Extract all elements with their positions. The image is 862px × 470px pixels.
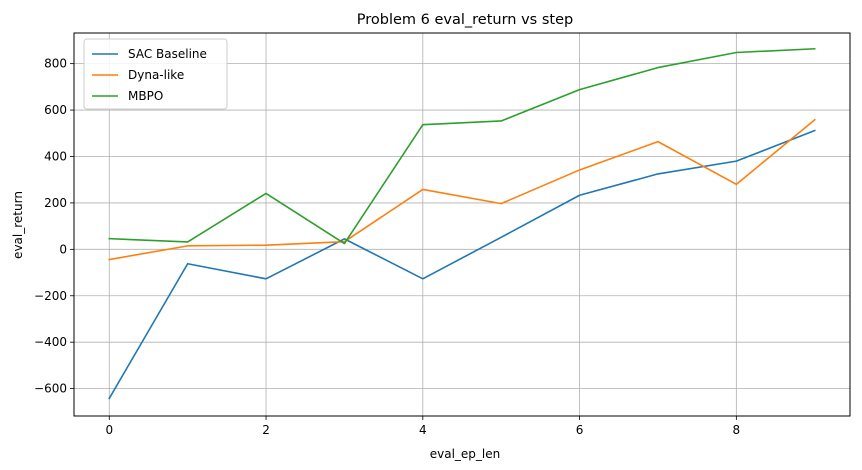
plot-frame [73, 32, 851, 417]
legend-label: MBPO [128, 89, 163, 103]
y-axis-label: eval_return [11, 191, 25, 259]
series-lines [108, 47, 816, 400]
y-tick-label: 0 [59, 242, 67, 256]
y-tick-label: −400 [34, 335, 67, 349]
x-tick-label: 6 [576, 423, 584, 437]
legend-label: Dyna-like [128, 68, 184, 82]
chart-title: Problem 6 eval_return vs step [357, 12, 573, 28]
y-tick-label: 800 [44, 57, 67, 71]
y-tick-label: −600 [34, 382, 67, 396]
y-tick-label: 400 [44, 149, 67, 163]
y-tick-label: 200 [44, 196, 67, 210]
y-tick-label: 600 [44, 103, 67, 117]
series-line-3 [108, 47, 816, 245]
x-tick-label: 0 [105, 423, 113, 437]
axis-ticks: 0 2 4 6 8 −600 −400 −200 0 200 400 600 800 [34, 57, 740, 437]
series-line-2 [108, 118, 816, 261]
legend-label: SAC Baseline [128, 47, 207, 61]
series-line-1 [108, 129, 816, 400]
y-tick-label: −200 [34, 289, 67, 303]
x-tick-label: 4 [419, 423, 427, 437]
legend: SAC Baseline Dyna-like MBPO [83, 38, 228, 110]
legend-box [83, 38, 228, 110]
x-tick-label: 2 [262, 423, 270, 437]
grid [74, 33, 850, 416]
x-axis-label: eval_ep_len [430, 447, 501, 461]
x-tick-label: 8 [733, 423, 741, 437]
